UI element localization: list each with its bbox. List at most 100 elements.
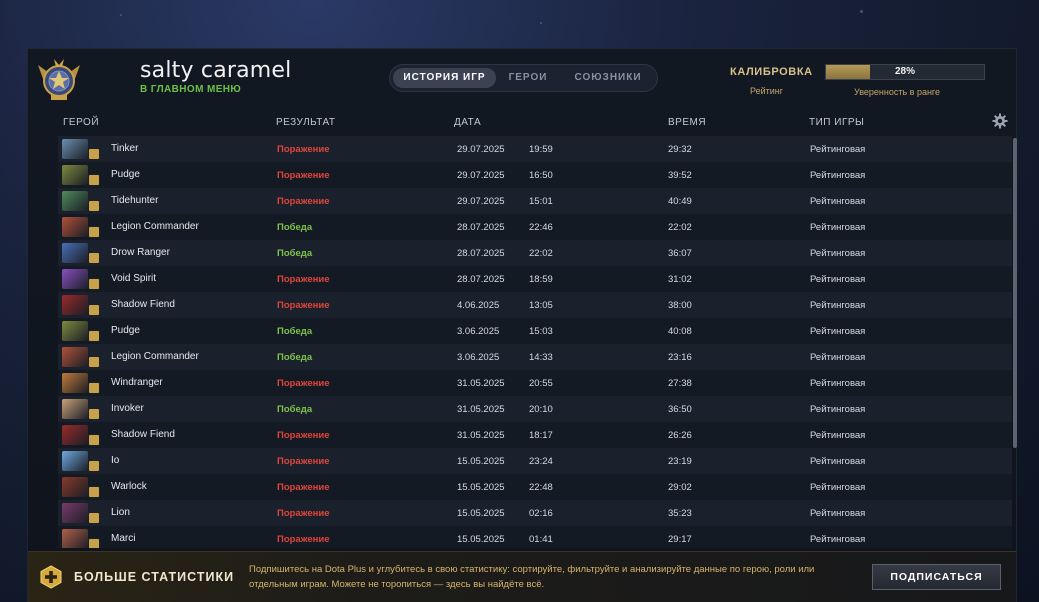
hero-name: Warlock [111, 481, 147, 492]
hero-portrait [62, 347, 88, 367]
hero-role-icon [88, 486, 100, 498]
gear-icon[interactable] [992, 113, 1008, 129]
match-row[interactable]: Io Поражение 15.05.2025 23:24 23:19 Рейтингов… [58, 448, 1012, 474]
calibration-progress-bar: 28% [825, 64, 985, 80]
tab-allies[interactable]: СОЮЗНИКИ [574, 72, 642, 83]
hero-portrait [62, 399, 88, 419]
hero-role-icon [88, 304, 100, 316]
match-date: 31.05.2025 [457, 378, 505, 389]
match-result: Поражение [277, 300, 330, 311]
match-date: 31.05.2025 [457, 404, 505, 415]
hero-name: Drow Ranger [111, 247, 170, 258]
game-mode: Рейтинговая [810, 430, 866, 441]
column-header-mode[interactable]: ТИП ИГРЫ [809, 117, 865, 128]
background-star [540, 22, 542, 24]
match-start-time: 13:05 [529, 300, 553, 311]
match-row[interactable]: Shadow Fiend Поражение 31.05.2025 18:17 26:2… [58, 422, 1012, 448]
hero-name: Io [111, 455, 120, 466]
match-row[interactable]: Void Spirit Поражение 28.07.2025 18:59 31:02… [58, 266, 1012, 292]
profile-tabs: ИСТОРИЯ ИГР ГЕРОИ СОЮЗНИКИ [389, 64, 658, 92]
match-date: 15.05.2025 [457, 534, 505, 545]
match-row[interactable]: Tinker Поражение 29.07.2025 19:59 29:32 Рейти… [58, 136, 1012, 162]
match-result: Поражение [277, 144, 330, 155]
match-row[interactable]: Legion Commander Победа 28.07.2025 22:46 22:… [58, 214, 1012, 240]
match-row[interactable]: Drow Ranger Победа 28.07.2025 22:02 36:07 Рей… [58, 240, 1012, 266]
match-start-time: 15:01 [529, 196, 553, 207]
match-start-time: 18:59 [529, 274, 553, 285]
match-date: 15.05.2025 [457, 508, 505, 519]
match-history-panel: salty caramel В ГЛАВНОМ МЕНЮ ИСТОРИЯ ИГР… [27, 48, 1017, 602]
match-duration: 40:08 [668, 326, 692, 337]
game-mode: Рейтинговая [810, 274, 866, 285]
scrollbar[interactable] [1013, 138, 1017, 448]
hero-name: Pudge [111, 169, 140, 180]
match-result: Поражение [277, 482, 330, 493]
hero-role-icon [88, 278, 100, 290]
column-header-date[interactable]: ДАТА [454, 117, 482, 128]
match-date: 28.07.2025 [457, 248, 505, 259]
tab-heroes[interactable]: ГЕРОИ [508, 72, 548, 83]
hero-role-icon [88, 226, 100, 238]
match-row[interactable]: Invoker Победа 31.05.2025 20:10 36:50 Рейтинг… [58, 396, 1012, 422]
game-mode: Рейтинговая [810, 534, 866, 545]
game-mode: Рейтинговая [810, 170, 866, 181]
hero-portrait [62, 217, 88, 237]
hero-name: Tinker [111, 143, 139, 154]
match-duration: 36:50 [668, 404, 692, 415]
hero-role-icon [88, 538, 100, 548]
hero-portrait [62, 451, 88, 471]
profile-header: salty caramel В ГЛАВНОМ МЕНЮ ИСТОРИЯ ИГР… [28, 49, 1016, 111]
hero-role-icon [88, 434, 100, 446]
match-row[interactable]: Legion Commander Победа 3.06.2025 14:33 23:1… [58, 344, 1012, 370]
hero-role-icon [88, 252, 100, 264]
match-duration: 31:02 [668, 274, 692, 285]
match-row[interactable]: Marci Поражение 15.05.2025 01:41 29:17 Рейтин… [58, 526, 1012, 548]
background-star [120, 14, 122, 16]
hero-role-icon [88, 408, 100, 420]
background-star [860, 10, 863, 13]
dota-plus-promo: БОЛЬШЕ СТАТИСТИКИ Подпишитесь на Dota Pl… [28, 551, 1016, 602]
hero-portrait [62, 373, 88, 393]
match-duration: 22:02 [668, 222, 692, 233]
hero-portrait [62, 425, 88, 445]
match-start-time: 20:10 [529, 404, 553, 415]
column-header-hero[interactable]: ГЕРОЙ [63, 117, 100, 128]
match-row[interactable]: Pudge Поражение 29.07.2025 16:50 39:52 Рейтин… [58, 162, 1012, 188]
hero-portrait [62, 269, 88, 289]
column-header-duration[interactable]: ВРЕМЯ [668, 117, 707, 128]
hero-role-icon [88, 460, 100, 472]
column-header-result[interactable]: РЕЗУЛЬТАТ [276, 117, 336, 128]
hero-role-icon [88, 148, 100, 160]
hero-portrait [62, 529, 88, 548]
tab-match-history[interactable]: ИСТОРИЯ ИГР [393, 68, 496, 88]
match-date: 15.05.2025 [457, 482, 505, 493]
match-duration: 40:49 [668, 196, 692, 207]
match-date: 4.06.2025 [457, 300, 500, 311]
match-row[interactable]: Lion Поражение 15.05.2025 02:16 35:23 Рейтинг… [58, 500, 1012, 526]
match-start-time: 16:50 [529, 170, 553, 181]
match-row[interactable]: Warlock Поражение 15.05.2025 22:48 29:02 Рейт… [58, 474, 1012, 500]
hero-role-icon [88, 356, 100, 368]
match-duration: 39:52 [668, 170, 692, 181]
match-duration: 38:00 [668, 300, 692, 311]
hero-name: Windranger [111, 377, 163, 388]
match-duration: 23:16 [668, 352, 692, 363]
hero-name: Legion Commander [111, 351, 199, 362]
match-row[interactable]: Pudge Победа 3.06.2025 15:03 40:08 Рейтингова… [58, 318, 1012, 344]
match-result: Поражение [277, 196, 330, 207]
match-start-time: 22:02 [529, 248, 553, 259]
match-row[interactable]: Shadow Fiend Поражение 4.06.2025 13:05 38:00… [58, 292, 1012, 318]
hero-name: Pudge [111, 325, 140, 336]
game-mode: Рейтинговая [810, 144, 866, 155]
match-row[interactable]: Windranger Поражение 31.05.2025 20:55 27:38 Р… [58, 370, 1012, 396]
game-mode: Рейтинговая [810, 326, 866, 337]
match-date: 29.07.2025 [457, 170, 505, 181]
match-row[interactable]: Tidehunter Поражение 29.07.2025 15:01 40:49 Р… [58, 188, 1012, 214]
match-start-time: 23:24 [529, 456, 553, 467]
match-start-time: 22:46 [529, 222, 553, 233]
subscribe-button[interactable]: ПОДПИСАТЬСЯ [872, 564, 1001, 590]
match-result: Победа [277, 326, 313, 337]
match-result: Победа [277, 248, 313, 259]
hero-portrait [62, 191, 88, 211]
player-name: salty caramel [140, 58, 292, 83]
